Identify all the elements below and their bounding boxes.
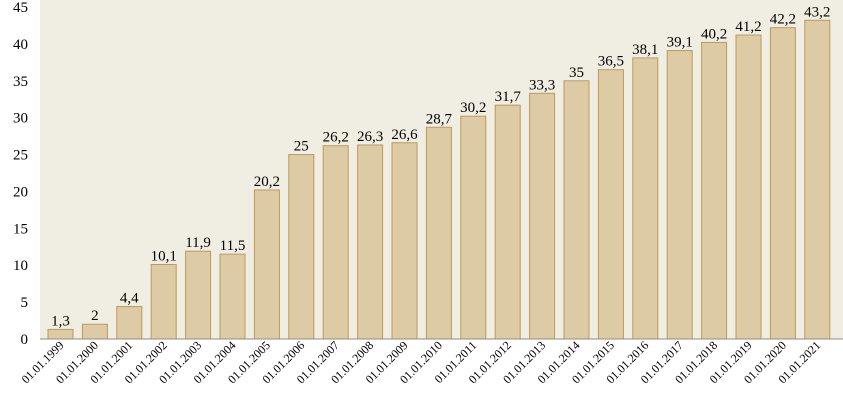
bar — [425, 126, 452, 340]
bar — [735, 34, 762, 340]
data-labels-group: 1,3 2 4,4 10,1 11,9 11,5 20,2 25 26,2 26,3 26,6 28,… — [51, 4, 830, 329]
y-tick-label: 15 — [13, 221, 28, 237]
data-label: 26,2 — [323, 130, 349, 146]
data-label: 36,5 — [598, 54, 624, 70]
y-tick-label: 20 — [13, 184, 28, 200]
y-tick-label: 30 — [13, 111, 28, 127]
bar — [219, 253, 246, 340]
data-label: 33,3 — [529, 77, 555, 93]
bar — [460, 115, 487, 340]
bar — [701, 41, 728, 340]
bar — [632, 57, 659, 340]
data-label: 41,2 — [735, 19, 761, 35]
y-axis-ticks: 0 5 10 15 20 25 30 35 40 45 — [13, 0, 28, 348]
data-label: 28,7 — [426, 111, 453, 127]
data-label: 10,1 — [151, 248, 177, 264]
data-label: 31,7 — [495, 89, 522, 105]
data-label: 43,2 — [804, 4, 830, 20]
y-tick-label: 40 — [13, 37, 28, 53]
bar — [253, 189, 280, 340]
bar — [769, 27, 796, 340]
data-label: 26,6 — [391, 127, 418, 143]
data-label: 42,2 — [770, 12, 796, 28]
bar — [494, 104, 521, 340]
bar — [185, 250, 212, 340]
data-label: 2 — [91, 308, 99, 324]
data-label: 40,2 — [701, 26, 727, 42]
data-label: 11,5 — [220, 238, 246, 254]
bar — [288, 154, 315, 340]
data-label: 25 — [294, 139, 309, 155]
data-label: 4,4 — [120, 291, 139, 307]
bar — [322, 145, 349, 340]
bar — [150, 263, 177, 340]
data-label: 20,2 — [254, 174, 280, 190]
bar — [357, 144, 384, 340]
x-axis-labels: 01.01.199901.01.200001.01.200101.01.2002… — [19, 338, 824, 386]
y-tick-label: 0 — [21, 332, 29, 348]
y-tick-label: 25 — [13, 148, 28, 164]
bar — [116, 306, 143, 340]
bars-group — [47, 19, 831, 340]
data-label: 26,3 — [357, 129, 383, 145]
y-tick-label: 10 — [13, 258, 28, 274]
bar — [597, 69, 624, 340]
data-label: 11,9 — [185, 235, 211, 251]
bar — [666, 50, 693, 340]
data-label: 38,1 — [632, 42, 658, 58]
y-tick-label: 5 — [21, 295, 29, 311]
y-tick-label: 35 — [13, 74, 28, 90]
data-label: 1,3 — [51, 313, 70, 329]
bar — [804, 19, 831, 340]
bar — [81, 323, 108, 340]
data-label: 39,1 — [667, 35, 693, 51]
bar — [563, 80, 590, 340]
bar — [529, 92, 556, 340]
data-label: 35 — [569, 65, 584, 81]
data-label: 30,2 — [460, 100, 486, 116]
bar — [391, 142, 418, 340]
y-tick-label: 45 — [13, 0, 28, 16]
bar — [47, 328, 74, 340]
